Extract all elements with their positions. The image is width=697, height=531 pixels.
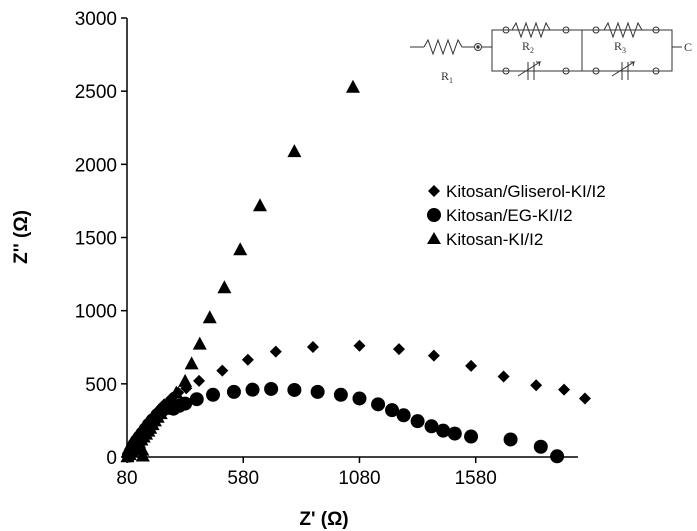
y-tick-label: 2000 bbox=[75, 155, 117, 176]
data-point-diamond-series-0 bbox=[353, 339, 366, 352]
data-point-circle-series-1 bbox=[371, 397, 386, 412]
data-point-diamond-series-0 bbox=[530, 379, 543, 392]
data-point-triangle-series-2 bbox=[135, 442, 150, 456]
legend-item-0: Kitosan/Gliserol-KI/I2 bbox=[428, 182, 606, 201]
node-terminal bbox=[502, 26, 510, 34]
node-terminal bbox=[592, 26, 600, 34]
data-point-triangle-series-2 bbox=[202, 310, 217, 324]
data-point-triangle-series-2 bbox=[178, 373, 193, 387]
data-point-diamond-series-0 bbox=[578, 392, 591, 405]
data-point-diamond-series-0 bbox=[558, 383, 571, 396]
data-point-circle-series-1 bbox=[533, 439, 548, 454]
data-point-circle-series-1 bbox=[333, 387, 348, 402]
node-terminal bbox=[592, 67, 600, 75]
legend-marker-triangle bbox=[427, 232, 441, 244]
data-point-circle-series-1 bbox=[352, 391, 367, 406]
data-point-diamond-series-0 bbox=[241, 353, 254, 366]
x-tick-label: 1080 bbox=[338, 468, 380, 489]
resistor-r3 bbox=[603, 21, 643, 39]
ticks: 0 500 1000 1500 2000 2500 3000 80 580 1080 1580 bbox=[75, 9, 497, 489]
data-point-triangle-series-2 bbox=[345, 79, 360, 93]
cpe-arrow bbox=[517, 61, 542, 77]
data-point-diamond-series-0 bbox=[216, 364, 229, 377]
data-point-triangle-series-2 bbox=[252, 198, 267, 212]
legend-marker-circle bbox=[427, 208, 441, 222]
node-terminal bbox=[652, 67, 660, 75]
data-point-circle-series-1 bbox=[310, 384, 325, 399]
data-point-circle-series-1 bbox=[410, 414, 425, 429]
resistor-label-r3: R3 bbox=[614, 39, 626, 55]
data-point-triangle-series-2 bbox=[287, 144, 302, 158]
data-point-circle-series-1 bbox=[385, 403, 400, 418]
node-terminal bbox=[474, 43, 482, 51]
node-terminal bbox=[562, 67, 570, 75]
y-tick-label: 2500 bbox=[75, 82, 117, 103]
data-point-diamond-series-0 bbox=[306, 340, 319, 353]
y-tick-label: 0 bbox=[106, 448, 117, 469]
data-point-circle-series-1 bbox=[424, 419, 439, 434]
data-point-circle-series-1 bbox=[206, 387, 221, 402]
data-point-circle-series-1 bbox=[189, 392, 204, 407]
resistor-label-r2: R2 bbox=[522, 39, 534, 55]
node-terminal bbox=[476, 45, 480, 49]
data-point-circle-series-1 bbox=[287, 382, 302, 397]
data-point-diamond-series-0 bbox=[193, 374, 206, 387]
legend-item-2: Kitosan-KI/I2 bbox=[427, 230, 543, 249]
legend-label: Kitosan/EG-KI/I2 bbox=[446, 206, 573, 225]
legend-label: Kitosan-KI/I2 bbox=[446, 230, 543, 249]
resistor-r1 bbox=[423, 38, 474, 56]
y-tick-label: 1000 bbox=[75, 302, 117, 323]
circuit-terminal-label: C bbox=[684, 40, 692, 54]
node-terminal bbox=[502, 67, 510, 75]
cpe-arrow bbox=[611, 61, 636, 77]
data-point-circle-series-1 bbox=[178, 396, 193, 411]
data-point-diamond-series-0 bbox=[392, 343, 405, 356]
data-point-circle-series-1 bbox=[396, 408, 411, 423]
data-point-circle-series-1 bbox=[447, 426, 462, 441]
data-point-circle-series-1 bbox=[464, 429, 479, 444]
legend-item-1: Kitosan/EG-KI/I2 bbox=[427, 206, 573, 225]
legend-label: Kitosan/Gliserol-KI/I2 bbox=[446, 182, 606, 201]
x-tick-label: 1580 bbox=[455, 468, 497, 489]
parallel-block-r2 bbox=[491, 29, 583, 72]
parallel-block-r3 bbox=[581, 29, 673, 72]
data-marks bbox=[120, 79, 591, 464]
x-tick-label: 80 bbox=[116, 468, 137, 489]
legend: Kitosan/Gliserol-KI/I2 Kitosan/EG-KI/I2 … bbox=[427, 182, 606, 249]
x-tick-label: 580 bbox=[227, 468, 259, 489]
legend-marker-diamond bbox=[428, 185, 440, 197]
data-point-diamond-series-0 bbox=[269, 345, 282, 358]
y-tick-label: 3000 bbox=[75, 9, 117, 30]
data-point-circle-series-1 bbox=[226, 384, 241, 399]
data-point-triangle-series-2 bbox=[184, 356, 199, 370]
data-point-triangle-series-2 bbox=[192, 336, 207, 350]
y-tick-label: 1500 bbox=[75, 229, 117, 250]
node-terminal bbox=[652, 26, 660, 34]
data-point-circle-series-1 bbox=[264, 381, 279, 396]
data-point-triangle-series-2 bbox=[169, 385, 184, 399]
node-terminal bbox=[562, 26, 570, 34]
data-point-triangle-series-2 bbox=[233, 242, 248, 256]
data-point-diamond-series-0 bbox=[427, 349, 440, 362]
resistor-r2 bbox=[511, 21, 551, 39]
data-point-circle-series-1 bbox=[503, 432, 518, 447]
data-point-triangle-series-2 bbox=[217, 280, 232, 294]
x-axis-title: Z' (Ω) bbox=[299, 509, 348, 530]
resistor-label-r1: R1 bbox=[441, 69, 453, 85]
equivalent-circuit-inset: R1 R2 R3 C bbox=[410, 21, 692, 85]
data-point-circle-series-1 bbox=[550, 449, 565, 464]
y-tick-label: 500 bbox=[85, 375, 117, 396]
data-point-diamond-series-0 bbox=[465, 359, 478, 372]
data-point-diamond-series-0 bbox=[497, 370, 510, 383]
data-point-circle-series-1 bbox=[436, 423, 451, 438]
y-axis-title: Z'' (Ω) bbox=[11, 210, 32, 264]
data-point-circle-series-1 bbox=[245, 382, 260, 397]
